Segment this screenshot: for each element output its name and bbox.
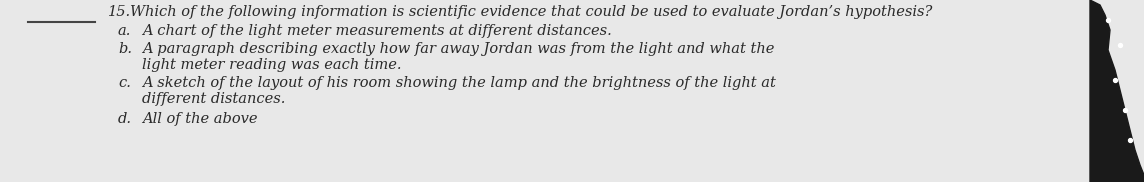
Point <box>1099 19 1118 21</box>
Polygon shape <box>1090 0 1144 182</box>
Text: c.: c. <box>118 76 130 90</box>
Point <box>1111 43 1129 46</box>
Text: Which of the following information is scientific evidence that could be used to : Which of the following information is sc… <box>130 5 932 19</box>
Text: A sketch of the layout of his room showing the lamp and the brightness of the li: A sketch of the layout of his room showi… <box>142 76 776 90</box>
Point <box>1121 139 1139 141</box>
Text: light meter reading was each time.: light meter reading was each time. <box>142 58 402 72</box>
Text: d.: d. <box>118 112 132 126</box>
Text: 15.: 15. <box>108 5 132 19</box>
Point <box>1115 108 1134 111</box>
Text: A chart of the light meter measurements at different distances.: A chart of the light meter measurements … <box>142 24 612 38</box>
Text: All of the above: All of the above <box>142 112 257 126</box>
Text: b.: b. <box>118 42 132 56</box>
Text: different distances.: different distances. <box>142 92 285 106</box>
Text: A paragraph describing exactly how far away Jordan was from the light and what t: A paragraph describing exactly how far a… <box>142 42 774 56</box>
Point <box>1106 79 1125 82</box>
Text: a.: a. <box>118 24 132 38</box>
